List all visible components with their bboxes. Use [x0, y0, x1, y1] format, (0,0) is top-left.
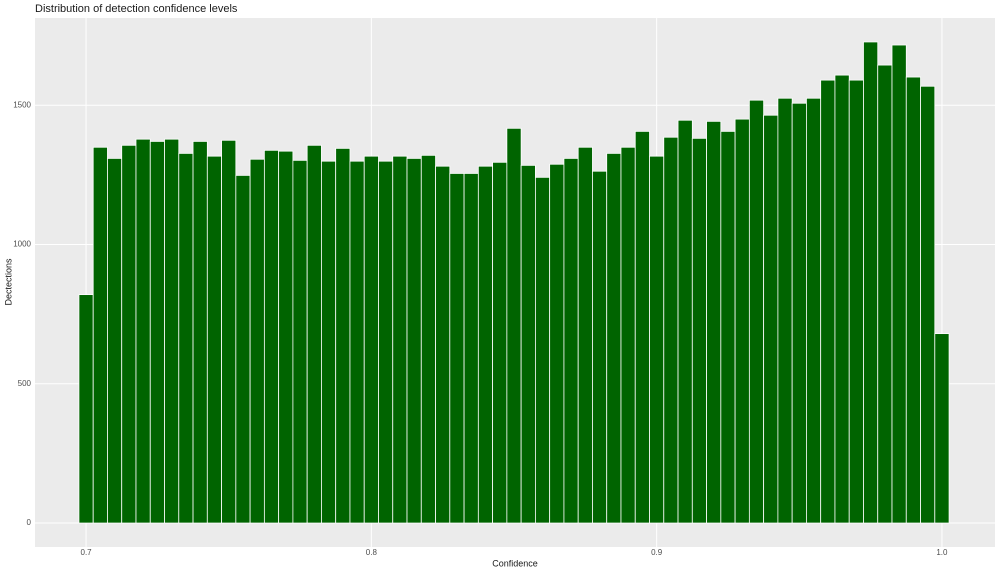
bar [520, 164, 536, 524]
bar [620, 146, 636, 524]
bar [221, 139, 237, 524]
bar [720, 130, 736, 524]
bar [891, 44, 907, 524]
x-tick-label: 1.0 [936, 548, 948, 557]
x-tick-label: 0.8 [366, 548, 378, 557]
y-tick-label: 1000 [13, 240, 31, 249]
bar [249, 158, 265, 524]
bar [420, 154, 436, 524]
bar [734, 118, 750, 524]
bar [634, 130, 650, 524]
x-axis-label: Confidence [492, 558, 538, 568]
y-tick-label: 500 [18, 379, 32, 388]
bar [378, 160, 394, 524]
bar [335, 147, 351, 524]
bar [349, 160, 365, 524]
bar [848, 79, 864, 524]
bar [920, 85, 936, 524]
bar [492, 161, 508, 524]
bar [107, 157, 123, 524]
bar [677, 119, 693, 524]
bar [763, 114, 779, 524]
bar [506, 127, 522, 524]
bar [121, 144, 137, 524]
bar [592, 170, 608, 524]
bar [649, 155, 665, 524]
bar [691, 137, 707, 524]
bar [934, 333, 950, 524]
bar [406, 157, 422, 524]
bar [164, 138, 180, 524]
bar [577, 146, 593, 524]
bar [777, 97, 793, 524]
bar [363, 155, 379, 524]
bar [235, 174, 251, 524]
bar [863, 41, 879, 524]
bar [877, 64, 893, 524]
bar [806, 97, 822, 524]
bar [791, 102, 807, 524]
y-axis-label: Dectections [3, 258, 13, 306]
bar [149, 141, 165, 524]
bar [534, 176, 551, 524]
bar [178, 152, 194, 524]
y-tick-label: 1500 [13, 100, 31, 109]
bar [78, 294, 94, 524]
bar [706, 120, 722, 524]
bar [449, 173, 465, 524]
bar [292, 159, 308, 524]
bar [135, 138, 151, 524]
bar [820, 79, 836, 524]
x-tick-label: 0.7 [81, 548, 93, 557]
bar [606, 152, 622, 524]
bar [192, 141, 208, 524]
bar [477, 165, 494, 524]
bar [834, 74, 850, 524]
x-tick-label: 0.9 [651, 548, 663, 557]
bar [392, 155, 408, 524]
bar [905, 76, 921, 524]
bar [435, 165, 451, 524]
bar [92, 146, 108, 524]
bar [663, 136, 679, 524]
bar [549, 163, 565, 524]
bar [748, 99, 765, 524]
chart-title: Distribution of detection confidence lev… [35, 3, 238, 15]
bar [563, 157, 579, 524]
bar [206, 155, 222, 524]
bar [278, 150, 294, 524]
bar [263, 149, 280, 524]
y-tick-label: 0 [27, 518, 32, 527]
bar [306, 144, 322, 524]
bar [463, 173, 479, 524]
bar [321, 160, 337, 524]
